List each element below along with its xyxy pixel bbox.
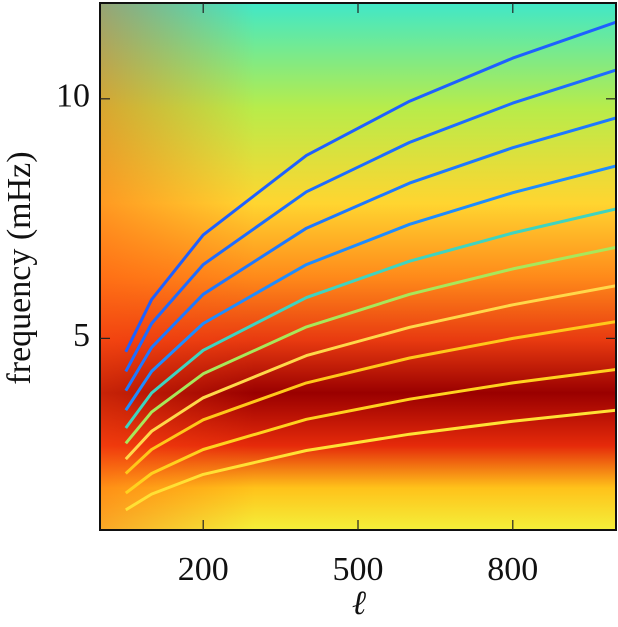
ridge-line <box>124 368 616 495</box>
x-tick-label: 500 <box>333 551 384 588</box>
ridge-line <box>124 284 616 461</box>
x-tick-label: 800 <box>487 551 538 588</box>
ridge-line <box>124 245 616 445</box>
x-axis-label: ℓ <box>352 585 366 622</box>
ridge-line <box>124 207 616 429</box>
ridge-line <box>124 116 616 392</box>
ridge-line <box>125 408 616 512</box>
y-axis-label: frequency (mHz) <box>1 151 38 384</box>
y-tick-label: 5 <box>73 317 90 354</box>
plot-area <box>100 3 616 530</box>
ridge-line <box>124 20 616 353</box>
ridge-line <box>124 68 616 373</box>
ridge-line <box>124 320 616 475</box>
y-tick-label: 10 <box>56 78 90 115</box>
x-tick-label: 200 <box>178 551 229 588</box>
ridge-line <box>124 164 616 412</box>
